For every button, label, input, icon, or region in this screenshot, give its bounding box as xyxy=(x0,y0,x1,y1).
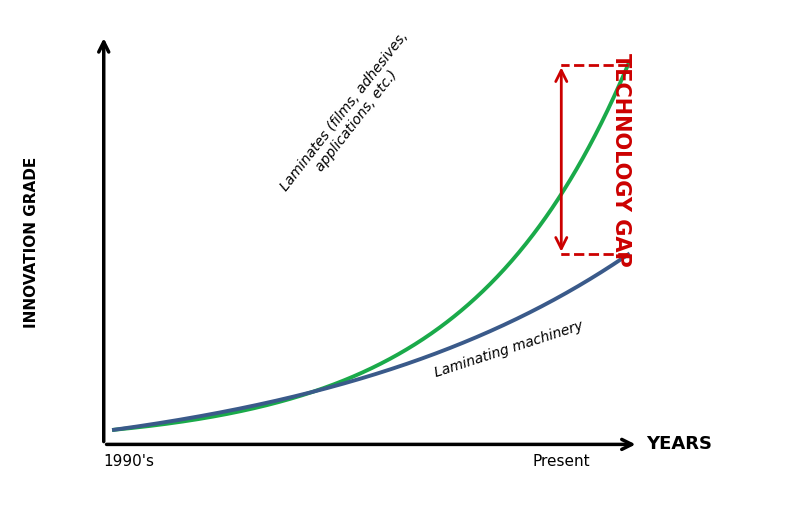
Text: 1990's: 1990's xyxy=(104,453,155,469)
Text: Laminates (films, adhesives,
applications, etc.): Laminates (films, adhesives, application… xyxy=(278,29,424,204)
Text: Present: Present xyxy=(532,453,590,469)
Text: TECHNOLOGY GAP: TECHNOLOGY GAP xyxy=(611,53,631,267)
Text: INNOVATION GRADE: INNOVATION GRADE xyxy=(25,157,39,328)
Text: YEARS: YEARS xyxy=(646,435,712,453)
Text: Laminating machinery: Laminating machinery xyxy=(433,319,585,380)
